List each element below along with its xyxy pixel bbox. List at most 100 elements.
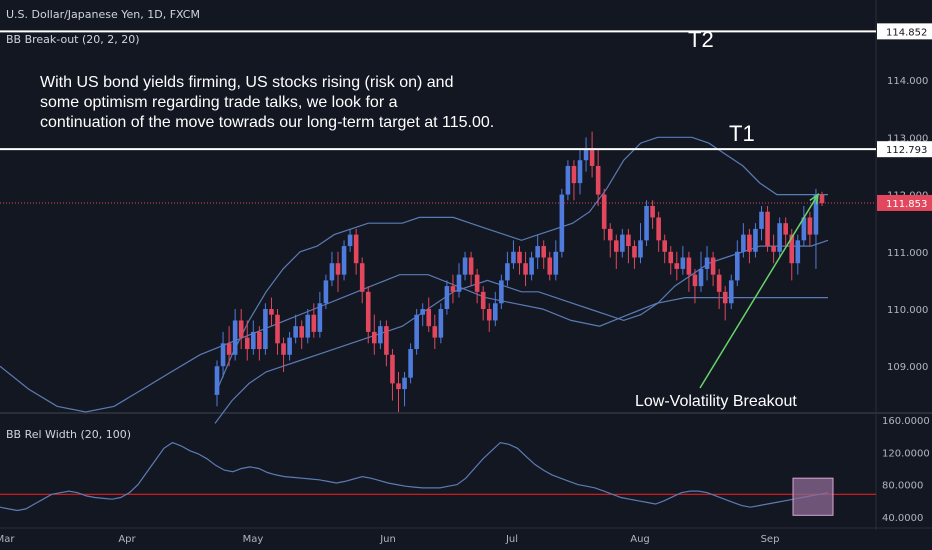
bollinger-lower-band [214, 239, 829, 424]
commentary-line-2: some optimism regarding trade talks, we … [40, 94, 398, 111]
candle-up [577, 160, 583, 184]
candle-down [523, 263, 528, 275]
target-t1-label: T1 [729, 121, 755, 146]
width-tick-label: 40.0000 [882, 513, 923, 524]
breakout-arrow-head [809, 192, 820, 205]
candle-up [408, 349, 413, 378]
candle-down [626, 234, 631, 247]
candle-down [722, 291, 728, 304]
candle-down [668, 251, 674, 264]
candle-down [359, 263, 365, 292]
candle-up [251, 331, 256, 350]
candle-up [801, 217, 807, 241]
candle-down [468, 257, 474, 275]
bollinger-upper-band [214, 136, 828, 396]
candle-down [783, 223, 788, 235]
candle-up [680, 257, 686, 269]
width-tick-label: 160.0000 [882, 416, 930, 427]
candle-up [644, 206, 649, 241]
candle-up [347, 234, 353, 247]
candle-up [293, 326, 298, 338]
candle-up [402, 377, 407, 390]
candle-down [244, 337, 250, 350]
candle-down [674, 263, 680, 269]
candle-down [789, 234, 795, 264]
candle-down [771, 246, 776, 252]
candle-up [420, 309, 425, 315]
candle-down [595, 165, 601, 195]
time-tick-label: Aug [630, 534, 650, 545]
candle-down [747, 234, 752, 252]
candle-down [765, 211, 770, 247]
candle-down [275, 314, 280, 344]
candle-down [269, 309, 274, 315]
candle-up [378, 326, 383, 344]
candle-down [716, 274, 722, 292]
candle-up [323, 280, 329, 304]
candle-up [735, 251, 740, 281]
candle-down [807, 217, 813, 235]
candle-up [777, 223, 782, 252]
candle-up [220, 343, 226, 367]
candle-down [390, 354, 395, 384]
candle-down [480, 291, 486, 309]
candle-up [287, 337, 292, 355]
candle-down [365, 291, 371, 332]
candle-up [414, 314, 419, 350]
candle-up [741, 234, 746, 252]
price-label-box [877, 141, 932, 158]
candle-down [311, 314, 317, 332]
bollinger-width-band [0, 274, 828, 413]
candle-up [493, 303, 498, 321]
price-label-box [877, 194, 932, 211]
candle-up [341, 246, 347, 275]
candle-up [559, 194, 565, 252]
symbol-title: U.S. Dollar/Japanese Yen, 1D, FXCM [6, 8, 200, 21]
candle-up [638, 240, 643, 258]
candle-up [263, 309, 268, 350]
time-tick-label: Jun [379, 534, 396, 545]
candle-up [529, 257, 534, 275]
candle-up [620, 234, 625, 252]
price-tick-label: 109.000 [887, 362, 928, 373]
indicator-bb-rel-width-label: BB Rel Width (20, 100) [6, 428, 131, 441]
candle-up [305, 314, 311, 338]
candle-up [438, 309, 444, 338]
candle-down [432, 326, 438, 338]
candle-up [759, 211, 764, 229]
candle-down [426, 309, 432, 327]
candle-down [450, 286, 456, 292]
candle-down [632, 246, 637, 258]
candle-down [541, 246, 546, 258]
candle-up [462, 257, 468, 275]
indicator-bb-breakout-label: BB Break-out (20, 2, 20) [6, 33, 140, 46]
candle-down [384, 326, 389, 355]
candle-up [444, 286, 450, 309]
candle-down [686, 257, 692, 275]
candle-up [214, 366, 220, 395]
price-tick-label: 114.000 [887, 76, 928, 87]
candle-up [329, 263, 335, 281]
bb-rel-width-line [0, 441, 829, 512]
candle-down [614, 240, 619, 252]
price-label-value: 114.852 [886, 27, 927, 38]
candle-up [565, 165, 571, 195]
candle-down [281, 343, 286, 355]
candle-down [238, 320, 244, 338]
candle-down [662, 240, 667, 252]
candle-down [517, 251, 522, 264]
candle-down [601, 194, 607, 229]
candle-up [795, 240, 801, 264]
candle-up [728, 280, 734, 304]
width-tick-label: 80.0000 [882, 481, 923, 492]
price-tick-label: 113.000 [887, 133, 928, 144]
candle-down [353, 234, 359, 264]
candle-down [607, 228, 613, 241]
candle-down [656, 217, 661, 241]
time-tick-label: Sep [761, 534, 780, 545]
candle-up [753, 228, 758, 252]
candle-down [474, 274, 480, 292]
candle-down [589, 148, 595, 166]
candle-up [511, 251, 516, 264]
